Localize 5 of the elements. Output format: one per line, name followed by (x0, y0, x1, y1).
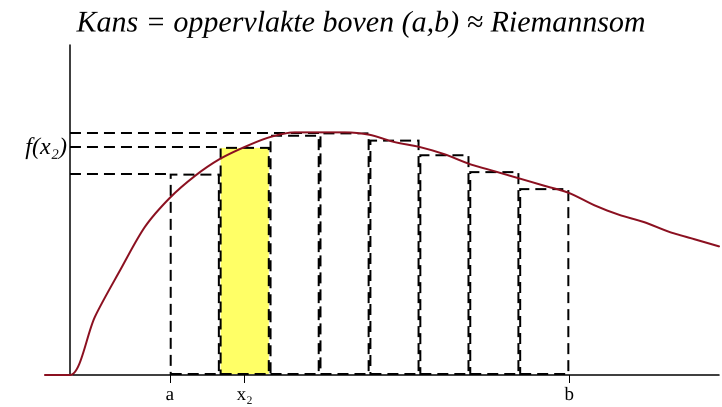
chart-title: Kans = oppervlakte boven (a,b) ≈ Riemannsom (75, 6, 646, 38)
x-tick-label: b (564, 384, 574, 405)
x-tick-label: a (166, 384, 175, 405)
ref-line-label: f(x₂) (25, 134, 67, 160)
x-tick-label: x₂ (236, 384, 253, 405)
